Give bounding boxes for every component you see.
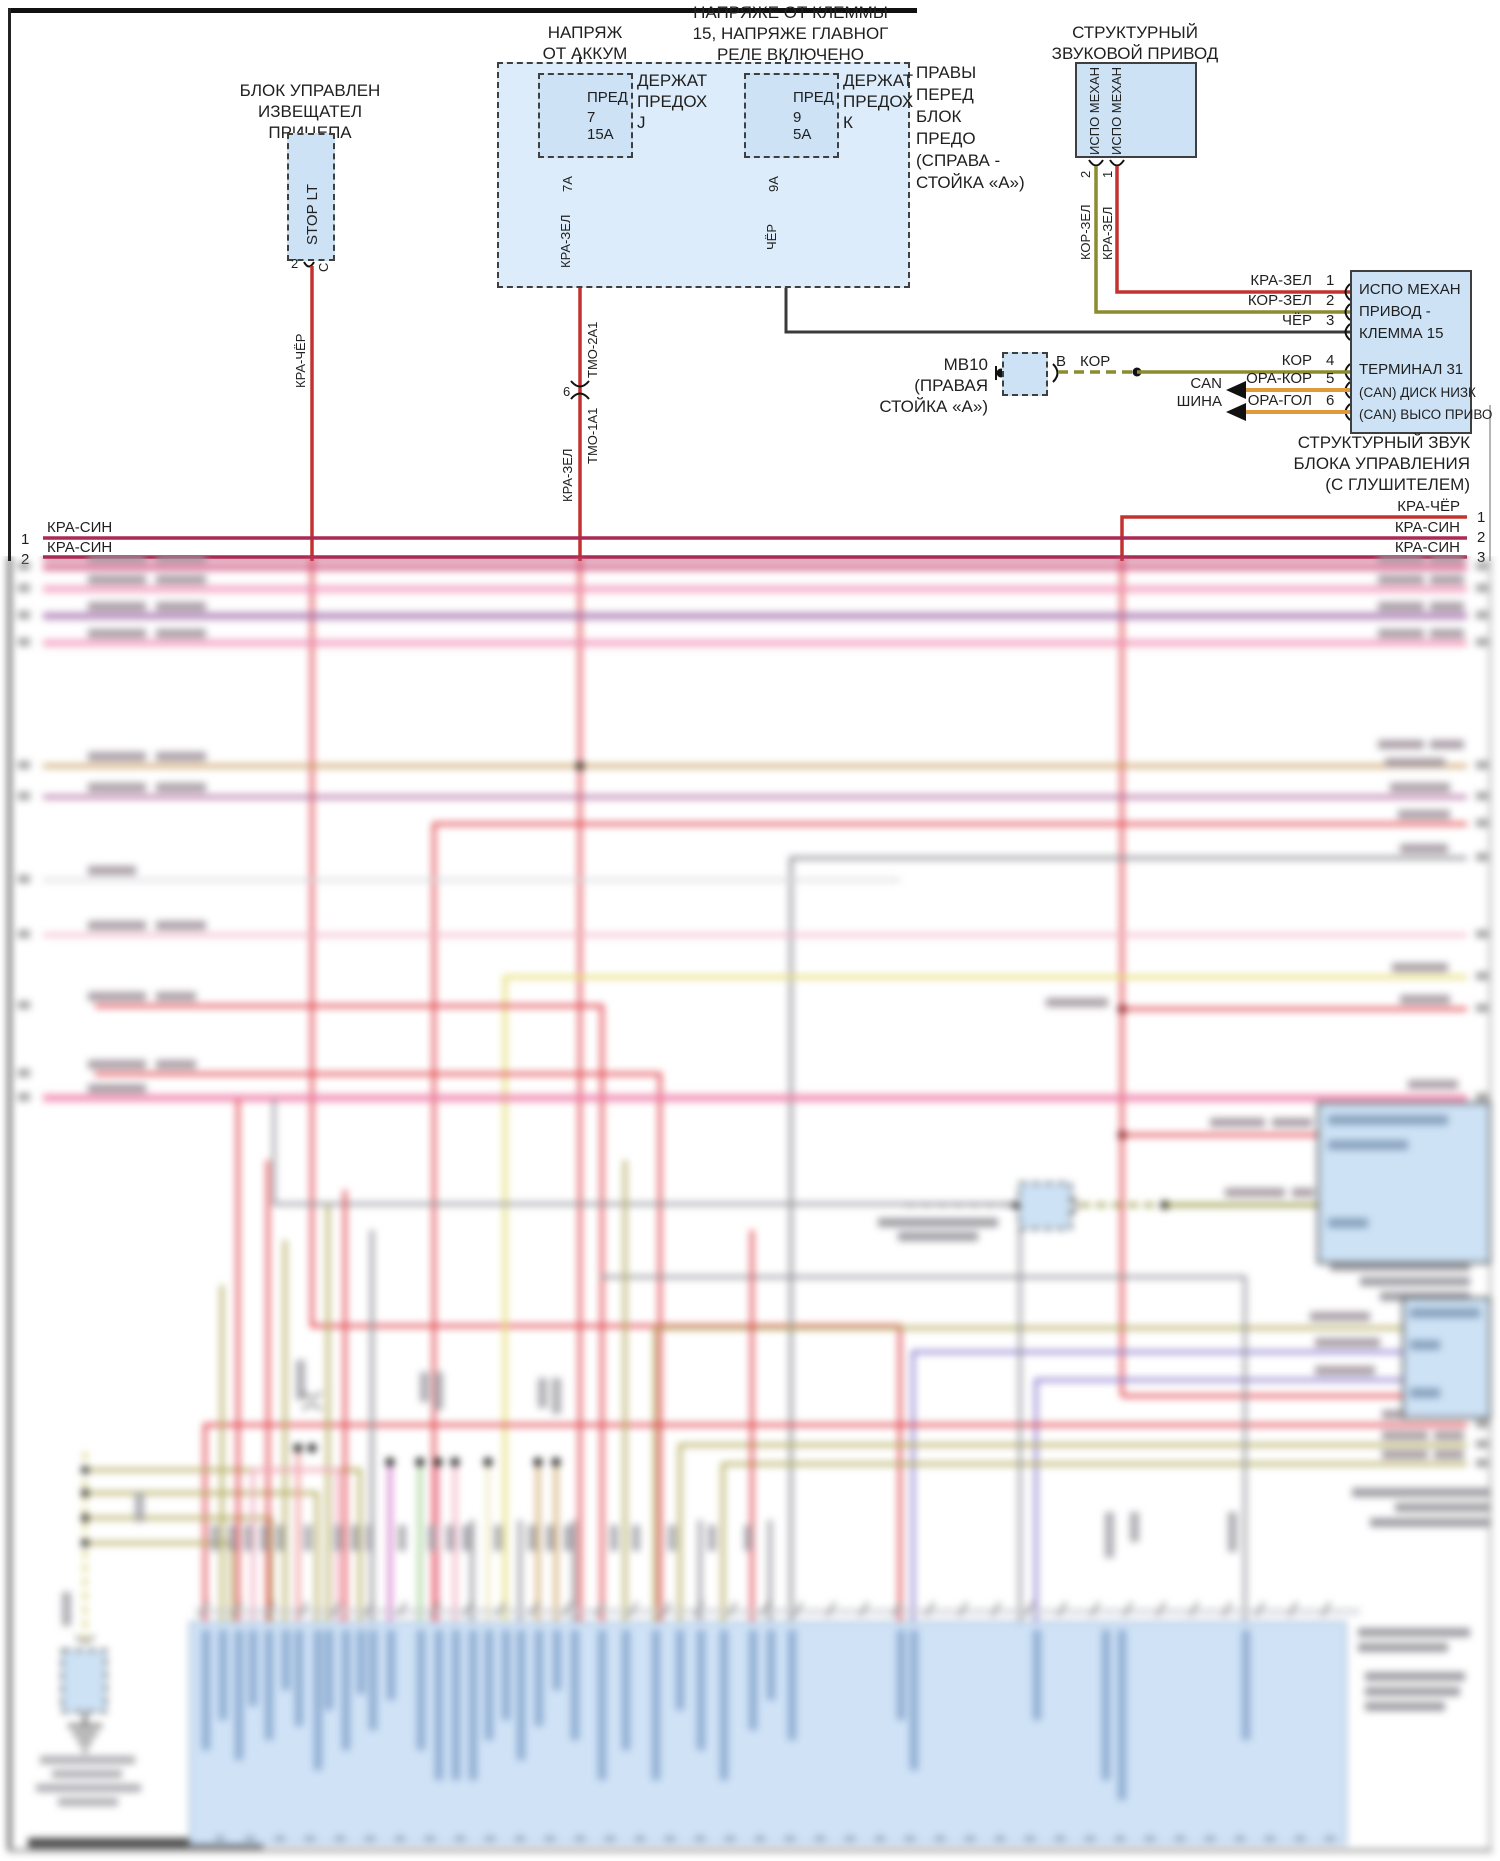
splice-top-label: ТМО-2А1 [585,321,600,378]
ecu-row-6: (CAN) ВЫСО ПРИВО [1359,407,1493,422]
bus-right-label-1: КРА-ЧЁР [1397,498,1460,515]
fuse-7-name: ПРЕД [587,89,628,106]
fuse-9-wire-label: ЧЁР [764,223,779,250]
can-label-1: CAN [1190,375,1222,392]
fuse-7-pin-label: 7А [560,176,575,192]
bus-right-num-3: 3 [1477,549,1486,566]
bus-left-label-1: КРА-СИН [47,519,113,536]
blurred-diagram-region [0,556,1500,1861]
can-bus-stubs [1226,381,1350,421]
ecu-wire-1: КРА-ЗЕЛ [1250,272,1312,289]
splice-bottom-label: ТМО-1А1 [585,407,600,464]
actuator-wire-b-label: КРА-ЗЕЛ [1100,206,1115,260]
ecu-row-2: ПРИВОД - [1359,303,1431,320]
ecu-wire-3: ЧЁР [1281,312,1312,329]
fuse-7-holder-label: ДЕРЖАТ ПРЕДОХ J [637,71,708,132]
bus-right-num-2: 2 [1477,529,1486,546]
actuator-pin-a-number: 2 [1078,170,1093,178]
ecu-pin-4: 4 [1326,352,1335,369]
fuse-9-name: ПРЕД [793,89,834,106]
trailer-wire-label: КРА-ЧЁР [293,333,308,388]
left-border [8,8,11,561]
fuse-7-box [538,73,633,158]
ecu-box: ИСПО МЕХАН ПРИВОД - КЛЕММА 15 ТЕРМИНАЛ 3… [1350,270,1492,434]
mb10-name: МВ10 [943,355,988,374]
ecu-caption-2: БЛОКА УПРАВЛЕНИЯ [1293,454,1470,473]
bus-left-label-2: КРА-СИН [47,539,113,556]
actuator-pin-b-label: ИСПО МЕХАН [1109,66,1124,155]
actuator-box: ИСПО МЕХАН ИСПО МЕХАН [1075,62,1197,158]
trailer-pin-label: STOP LT [304,184,321,245]
fusebox-location-label: ПРАВЫ ПЕРЕД БЛОК ПРЕДО (СПРАВА - СТОЙКА … [916,63,1025,192]
bus-left-num-2: 2 [21,551,30,568]
bus-right-label-2: КРА-СИН [1394,519,1460,536]
mb10-pin-letter: В [1056,353,1067,370]
fuse-7-number: 7 [587,109,596,126]
fuse-9-box [744,73,839,158]
mb10-location-1: (ПРАВАЯ [914,376,988,395]
ecu-pin-1: 1 [1326,272,1335,289]
blurred-wire-network [8,556,1492,1852]
right-border [1489,405,1491,561]
ecu-row-4: ТЕРМИНАЛ 31 [1359,361,1464,378]
ignition-feed-label: НАПРЯЖЕ ОТ КЛЕММЫ 15, НАПРЯЖЕ ГЛАВНОГ РЕ… [692,3,889,64]
ecu-wire-2: КОР-ЗЕЛ [1247,292,1312,309]
mb10-wire-label: КОР [1080,353,1111,370]
ecu-pin-6: 6 [1326,392,1335,409]
ecu-pin-5: 5 [1326,370,1335,387]
actuator-pin-b-number: 1 [1100,170,1115,178]
splice-wire-label: КРА-ЗЕЛ [560,448,575,502]
fuse-9-holder-label: ДЕРЖАТ ПРЕДОХ К [843,71,914,132]
bus-right-label-3: КРА-СИН [1394,539,1460,556]
trailer-pin-number: 2 [291,256,299,271]
ecu-pin-2: 2 [1326,292,1335,309]
battery-feed-label: НАПРЯЖ ОТ АККУМ [542,23,628,63]
ecu-row-5: (CAN) ДИСК НИЗК [1359,385,1476,400]
fuse-7-wire-label: КРА-ЗЕЛ [558,214,573,268]
actuator-wires [1088,159,1350,314]
actuator-wire-a-label: КОР-ЗЕЛ [1078,204,1093,260]
bus-left-num-1: 1 [21,531,30,548]
fuse-9-rating: 5А [793,126,812,143]
fuse-7-rating: 15А [587,126,614,143]
trailer-stop-wire [303,261,315,561]
mb10-location-2: СТОЙКА «А») [879,397,988,416]
bus-right-num-1: 1 [1477,509,1486,526]
mb10-box [1002,352,1048,396]
trailer-module-box: STOP LT [287,133,335,261]
ecu-wire-5: ОРА-КОР [1246,370,1312,387]
ecu-wire-4: КОР [1281,352,1312,369]
can-label-2: ШИНА [1176,393,1222,410]
fuse-9-number: 9 [793,109,802,126]
top-border [8,8,917,13]
ecu-caption-1: СТРУКТУРНЫЙ ЗВУК [1297,433,1470,452]
ecu-wire-6: ОРА-ГОЛ [1247,392,1312,409]
fuse-9-pin-label: 9А [766,176,781,192]
bus-wires [43,515,1467,561]
ecu-pin-3: 3 [1326,312,1335,329]
ecu-row-1: ИСПО МЕХАН [1359,281,1461,298]
ecu-row-3: КЛЕММА 15 [1359,325,1444,342]
actuator-pin-a-label: ИСПО МЕХАН [1087,66,1102,155]
actuator-title: СТРУКТУРНЫЙ ЗВУКОВОЙ ПРИВОД [1051,23,1219,63]
trailer-pin-letter: C [316,262,331,272]
splice-number: 6 [563,384,571,399]
splice-connector [570,380,590,400]
ecu-caption-3: (С ГЛУШИТЕЛЕМ) [1325,475,1470,494]
